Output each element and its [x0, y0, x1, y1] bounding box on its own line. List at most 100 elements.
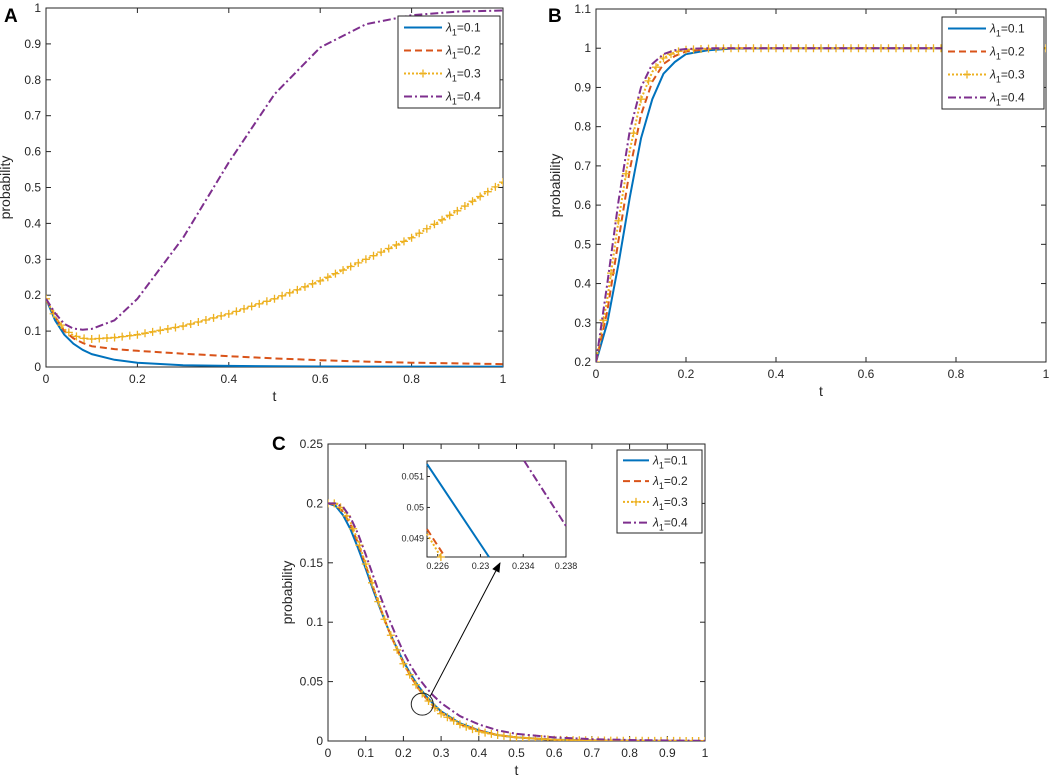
series-line [46, 298, 503, 366]
y-axis-label: probability [0, 156, 13, 220]
legend-entry: λ1=0.1 [948, 22, 1025, 39]
plus-marker [201, 315, 210, 324]
legend-box [616, 449, 703, 534]
inset-x-tick-label: 0.234 [512, 561, 535, 571]
panel-letter: B [548, 6, 562, 27]
y-tick-label: 0.8 [24, 73, 41, 87]
y-tick-label: 0.8 [574, 120, 591, 134]
x-tick-label: 0.1 [357, 746, 374, 760]
series-1-group [46, 298, 503, 367]
plus-marker [462, 722, 471, 731]
panel-b: B0 0.2 0.4 0.6 0.8 10.20.30.40.50.60.70.80.91… [547, 2, 1050, 399]
legend-subscript: 1 [452, 97, 457, 107]
legend-value: =0.1 [664, 453, 688, 467]
series-4-group [596, 47, 1046, 362]
y-tick-label: 0.3 [574, 316, 591, 330]
y-tick-label: 0.1 [306, 615, 323, 629]
inset-series-line [523, 460, 567, 527]
y-tick-label: 1 [584, 41, 591, 55]
plus-marker [422, 224, 431, 233]
plus-marker [493, 731, 502, 740]
legend-symbol: λ [989, 91, 996, 105]
inset-y-tick-label: 0.051 [401, 471, 424, 481]
plus-marker [455, 720, 464, 729]
plus-marker [118, 332, 127, 341]
zoom-arrow [429, 562, 501, 697]
legend-subscript: 1 [452, 51, 457, 61]
plus-marker [386, 631, 395, 640]
plus-marker [430, 703, 439, 712]
legend-value: =0.4 [664, 516, 688, 530]
legend-entry: λ1=0.4 [404, 90, 481, 107]
legend-value: =0.4 [457, 90, 481, 104]
legend-label: λ1=0.1 [989, 22, 1025, 39]
plus-marker [607, 269, 615, 278]
inset-plus-marker [436, 553, 445, 561]
y-tick-label: 0.5 [574, 237, 591, 251]
legend-plus-marker [632, 497, 640, 506]
plus-marker [453, 206, 462, 215]
legend-symbol: λ [989, 68, 996, 82]
series-2-group [46, 298, 503, 366]
y-tick-label: 0.2 [24, 288, 41, 302]
y-tick-label: 0.4 [574, 277, 591, 291]
legend-symbol: λ [445, 67, 452, 81]
series-line [328, 502, 705, 741]
plus-marker [399, 659, 408, 668]
plus-marker [380, 615, 389, 624]
legend: λ1=0.1λ1=0.2λ1=0.3λ1=0.4 [616, 449, 703, 534]
plus-marker [652, 63, 660, 72]
y-tick-label: 0.6 [24, 145, 41, 159]
x-tick-label: 0 [593, 367, 600, 381]
legend-entry: λ1=0.3 [623, 495, 688, 512]
legend-subscript: 1 [452, 74, 457, 84]
plus-marker [102, 334, 111, 343]
plus-marker [110, 333, 119, 342]
y-tick-label: 0 [34, 360, 41, 374]
plus-marker [125, 331, 134, 340]
panel-letter: C [272, 434, 286, 455]
y-tick-label: 0 [316, 734, 323, 748]
plus-marker [262, 297, 271, 306]
plus-marker [499, 731, 508, 740]
plus-marker [449, 716, 458, 725]
x-axis-label: t [819, 383, 823, 399]
x-tick-label: 1 [500, 372, 507, 386]
plus-marker [293, 285, 302, 294]
series-line [596, 47, 1046, 362]
plus-marker [171, 323, 180, 332]
legend-entry: λ1=0.4 [948, 91, 1025, 108]
plus-marker [437, 709, 446, 718]
plus-marker [443, 713, 452, 722]
plus-marker [644, 76, 653, 85]
plus-marker [95, 334, 104, 343]
legend-value: =0.2 [1001, 45, 1025, 59]
legend-value: =0.3 [664, 495, 688, 509]
zoom-inset: 0.226 0.23 0.234 0.238 0.049 0.05 0.051 [401, 460, 577, 716]
plus-marker [316, 276, 325, 285]
legend-value: =0.2 [457, 44, 481, 58]
x-tick-label: 1 [702, 746, 709, 760]
plus-marker [240, 304, 249, 313]
plus-marker [72, 332, 81, 341]
x-tick-label: 0.8 [403, 372, 420, 386]
x-tick-label: 1 [1043, 367, 1050, 381]
legend-entry: λ1=0.1 [404, 21, 481, 38]
plus-marker [637, 95, 645, 104]
panel-c: C 0 0.1 0.2 0.3 0.4 0.5 0.6 0.7 0.8 0.9 1 0 0.05 0.1 0.… [272, 434, 709, 777]
legend-value: =0.3 [457, 67, 481, 81]
plus-marker [384, 244, 393, 253]
legend: λ1=0.1λ1=0.2λ1=0.3λ1=0.4 [397, 15, 501, 109]
legend-label: λ1=0.4 [989, 91, 1025, 108]
plus-marker [599, 316, 608, 325]
legend-symbol: λ [445, 44, 452, 58]
plus-marker [704, 44, 713, 53]
series-line [596, 47, 1046, 362]
plus-marker [80, 334, 89, 343]
plus-marker [468, 197, 477, 206]
legend-label: λ1=0.1 [652, 453, 688, 470]
inset-series-line [426, 528, 444, 555]
plus-marker [392, 240, 401, 249]
series-line [46, 298, 503, 367]
y-tick-label: 1.1 [574, 2, 591, 16]
